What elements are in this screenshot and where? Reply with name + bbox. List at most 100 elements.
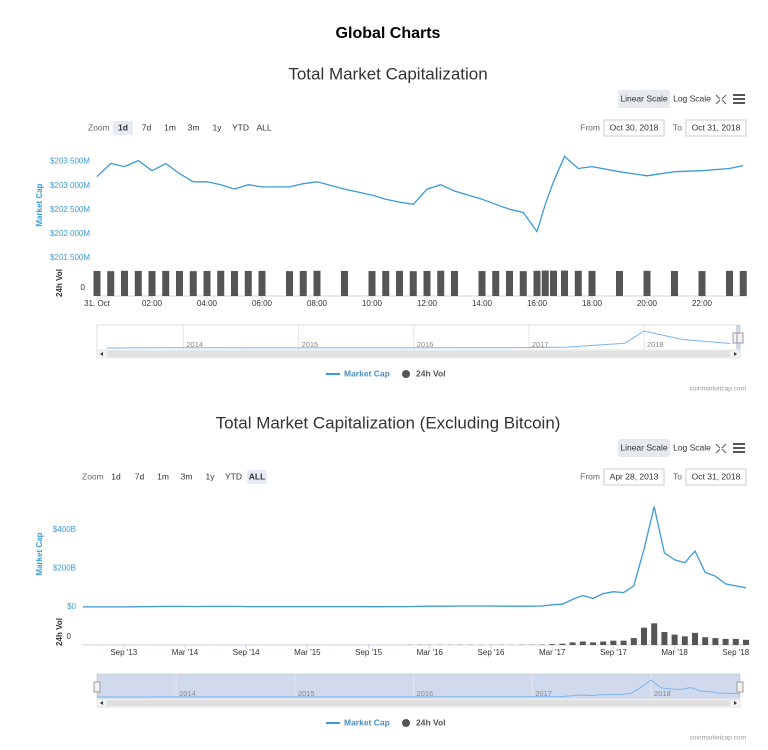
volume-bar xyxy=(702,637,709,645)
zoom-button[interactable]: 7d xyxy=(135,471,145,481)
volume-bar xyxy=(743,639,749,645)
volume-bar xyxy=(203,270,211,296)
zoom-button[interactable]: YTD xyxy=(225,471,242,481)
volume-bar xyxy=(641,627,647,645)
from-label: From xyxy=(580,122,600,132)
scrollbar-thumb[interactable] xyxy=(107,700,730,706)
scale-button[interactable]: Log Scale xyxy=(673,93,711,103)
volume-bar xyxy=(671,270,678,296)
menu-icon-bar[interactable] xyxy=(733,102,745,104)
volume-bar xyxy=(409,271,417,296)
zoom-button[interactable]: 1m xyxy=(164,122,176,132)
volume-bar xyxy=(590,642,596,645)
scale-button[interactable]: Log Scale xyxy=(673,442,711,452)
volume-bar xyxy=(533,270,541,296)
scale-button[interactable]: Linear Scale xyxy=(620,442,668,452)
volume-bar xyxy=(651,623,658,645)
volume-bar xyxy=(643,270,651,296)
y2-tick-label: 0 xyxy=(67,632,72,641)
y2-axis-title: 24h Vol xyxy=(55,618,64,646)
zoom-button[interactable]: ALL xyxy=(249,471,266,481)
volume-bar xyxy=(569,642,576,645)
legend-label[interactable]: 24h Vol xyxy=(416,717,446,727)
volume-bar xyxy=(726,270,733,296)
legend-label[interactable]: 24h Vol xyxy=(416,368,446,378)
zoom-button[interactable]: 1d xyxy=(111,471,121,481)
volume-bar xyxy=(121,270,128,296)
to-label: To xyxy=(673,122,682,132)
volume-bar xyxy=(162,270,170,296)
volume-bar xyxy=(134,270,142,296)
x-tick-label: 04:00 xyxy=(197,299,218,308)
volume-bar xyxy=(722,638,729,645)
volume-bar xyxy=(541,270,549,296)
y-tick-label: $200B xyxy=(53,564,76,573)
zoom-button[interactable]: 3m xyxy=(188,122,200,132)
y-tick-label: $203 500M xyxy=(50,157,90,166)
market-cap-line xyxy=(96,155,744,234)
credit: coinmarketcap.com xyxy=(690,735,746,742)
navigator-selection xyxy=(97,674,740,699)
menu-icon-bar[interactable] xyxy=(733,98,745,100)
from-input-box[interactable] xyxy=(603,119,665,137)
from-input-box[interactable] xyxy=(603,468,665,486)
zoom-button[interactable]: 1m xyxy=(157,471,169,481)
fullscreen-icon[interactable] xyxy=(715,94,727,105)
navigator-tick-label: 2015 xyxy=(298,689,315,698)
x-tick-label: Sep '17 xyxy=(600,648,627,657)
x-tick-label: 02:00 xyxy=(142,299,163,308)
volume-bar xyxy=(630,638,637,645)
zoom-button-bg xyxy=(113,121,133,135)
zoom-button[interactable]: 1d xyxy=(118,122,128,132)
volume-bar xyxy=(148,271,156,296)
x-tick-label: 16:00 xyxy=(527,299,548,308)
zoom-button[interactable]: 1y xyxy=(213,122,223,132)
legend-label[interactable]: Market Cap xyxy=(344,717,390,727)
x-tick-label: 10:00 xyxy=(362,299,383,308)
x-tick-label: 20:00 xyxy=(637,299,658,308)
volume-bar xyxy=(231,271,238,296)
menu-icon-bar[interactable] xyxy=(733,443,745,445)
x-tick-label: Mar '18 xyxy=(661,648,688,657)
x-tick-label: Sep '13 xyxy=(110,648,137,657)
volume-bar xyxy=(478,271,486,296)
navigator-handle[interactable] xyxy=(736,332,744,344)
volume-bar xyxy=(341,270,348,296)
chart-title: Total Market Capitalization xyxy=(288,64,487,83)
navigator-handle[interactable] xyxy=(736,681,744,693)
scale-button[interactable]: Linear Scale xyxy=(620,93,668,103)
to-date: Oct 31, 2018 xyxy=(692,471,741,481)
navigator-tick-label: 2018 xyxy=(654,689,671,698)
navigator-handle[interactable] xyxy=(93,681,101,693)
volume-bar xyxy=(189,271,197,296)
volume-bar xyxy=(244,270,252,296)
x-tick-label: Mar '15 xyxy=(294,648,321,657)
x-tick-label: 18:00 xyxy=(582,299,603,308)
menu-icon-bar[interactable] xyxy=(733,451,745,453)
volume-bar xyxy=(681,636,688,645)
menu-icon-bar[interactable] xyxy=(733,94,745,96)
zoom-label: Zoom xyxy=(82,471,104,481)
volume-bar xyxy=(610,640,617,645)
zoom-button[interactable]: 7d xyxy=(142,122,152,132)
zoom-button[interactable]: 3m xyxy=(181,471,193,481)
to-input-box[interactable] xyxy=(685,468,747,486)
zoom-button[interactable]: 1y xyxy=(206,471,216,481)
scrollbar-thumb[interactable] xyxy=(107,351,730,357)
to-input-box[interactable] xyxy=(685,119,747,137)
to-label: To xyxy=(673,471,682,481)
navigator-frame xyxy=(96,324,741,351)
volume-bar xyxy=(368,271,376,296)
zoom-button[interactable]: ALL xyxy=(256,122,271,132)
menu-icon-bar[interactable] xyxy=(733,447,745,449)
legend-label[interactable]: Market Cap xyxy=(344,368,390,378)
volume-bar xyxy=(671,634,678,645)
volume-bar xyxy=(588,270,596,296)
volume-bar xyxy=(492,270,500,296)
zoom-button[interactable]: YTD xyxy=(232,122,249,132)
volume-bar xyxy=(313,270,321,296)
fullscreen-icon[interactable] xyxy=(715,443,727,454)
volume-bar xyxy=(698,271,706,296)
y-tick-label: $203 000M xyxy=(50,181,90,190)
